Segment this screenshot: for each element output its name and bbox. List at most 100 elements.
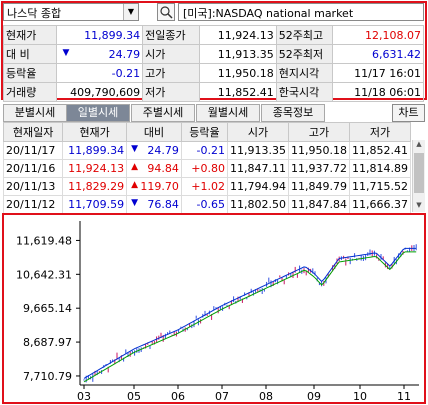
tab-2[interactable]: 주별시세 <box>131 104 195 122</box>
info-row: 현재가 11,899.34 전일종가 11,924.13 52주최고 12,108.07 <box>3 25 424 45</box>
table-cell: 11,913.35 <box>227 141 289 160</box>
x-tick-label: 06 <box>171 390 185 402</box>
search-button[interactable] <box>157 3 175 21</box>
column-header[interactable]: 시가 <box>227 122 289 142</box>
price-chart: 7,710.79 8,687.97 9,665.14 10,642.31 11,619.… <box>2 213 426 404</box>
info-label: 현지시각 <box>275 63 334 83</box>
info-value-text: 11,950.18 <box>217 66 274 80</box>
moving-average-line <box>83 247 417 379</box>
info-value-text: 11,852.41 <box>217 85 274 99</box>
table-cell: 11,847.11 <box>227 159 289 178</box>
table-cell: 11,847.84 <box>288 195 350 214</box>
info-label-text: 등락율 <box>6 67 37 80</box>
info-value-text: 11,913.35 <box>217 47 274 61</box>
info-label: 한국시각 <box>275 82 334 102</box>
info-value-text: 24.79 <box>108 47 141 61</box>
table-cell: 20/11/17 <box>2 141 64 160</box>
info-value: 11,950.18 <box>198 63 277 83</box>
table-scrollbar[interactable]: ▲ ▼ <box>412 140 425 212</box>
down-arrow-icon: ▼ <box>131 198 138 208</box>
up-arrow-icon: ▲ <box>131 180 138 190</box>
tab-0[interactable]: 분별시세 <box>3 104 67 122</box>
column-header[interactable]: 저가 <box>348 122 412 142</box>
info-label: 거래량 <box>3 82 57 102</box>
scroll-thumb[interactable] <box>414 153 424 193</box>
x-tick-label: 09 <box>307 390 321 402</box>
info-label-text: 현재가 <box>6 29 37 42</box>
table-cell: +1.02 <box>180 177 229 196</box>
column-header[interactable]: 고가 <box>288 122 350 142</box>
info-label-text: 전일종가 <box>145 29 186 42</box>
info-label-text: 현지시각 <box>278 67 320 80</box>
table-cell: 11,899.34 <box>62 141 128 160</box>
info-label-text: 한국시각 <box>278 86 320 99</box>
y-tick-label: 7,710.79 <box>23 370 72 383</box>
table-cell: 11,715.52 <box>348 177 412 196</box>
table-row[interactable]: 20/11/12 11,709.59 ▼ 76.84 -0.65 11,802.50 11,… <box>2 195 412 214</box>
info-label: 고가 <box>142 63 200 83</box>
info-value: 11,924.13 <box>198 25 277 45</box>
tab-1[interactable]: 일별시세 <box>66 104 130 122</box>
info-value: ▼ 24.79 <box>55 44 144 64</box>
column-header[interactable]: 등락율 <box>180 122 229 142</box>
tab-3[interactable]: 월별시세 <box>196 104 260 122</box>
table-cell: 11,709.59 <box>62 195 128 214</box>
info-value-text: 11/18 06:01 <box>354 85 421 99</box>
info-label: 52주최저 <box>275 44 334 64</box>
info-value: 409,790,609 <box>55 82 144 102</box>
info-label: 52주최고 <box>275 25 334 45</box>
x-tick-label: 11 <box>397 390 411 402</box>
info-value-text: 11,924.13 <box>217 28 274 42</box>
x-tick-label: 03 <box>77 390 91 402</box>
scroll-down-icon[interactable]: ▼ <box>416 201 422 209</box>
y-tick-label: 10,642.31 <box>16 268 72 281</box>
table-cell: -0.21 <box>180 141 229 160</box>
y-tick-label: 8,687.97 <box>23 336 72 349</box>
column-header[interactable]: 현재일자 <box>2 122 64 142</box>
table-row[interactable]: 20/11/16 11,924.13 ▲ 94.84 +0.80 11,847.11 11,… <box>2 159 412 178</box>
info-value-text: 409,790,609 <box>70 85 141 99</box>
change-value: 119.70 <box>140 180 179 193</box>
change-value: 76.84 <box>147 198 179 211</box>
table-cell: 11,849.79 <box>288 177 350 196</box>
info-label: 전일종가 <box>142 25 200 45</box>
tab-4[interactable]: 종목정보 <box>261 104 325 122</box>
info-value: -0.21 <box>55 63 144 83</box>
info-row: 거래량 409,790,609 저가 11,852.41 한국시각 11/18 06:01 <box>3 82 424 102</box>
table-cell: 11,829.29 <box>62 177 128 196</box>
chevron-down-icon[interactable]: ▼ <box>123 4 138 20</box>
y-tick-label: 11,619.48 <box>16 234 72 247</box>
change-value: 24.79 <box>147 144 179 157</box>
table-cell: ▼ 24.79 <box>126 141 182 160</box>
table-cell: 20/11/12 <box>2 195 64 214</box>
index-select-value: 나스닥 종합 <box>7 7 62 20</box>
table-cell: ▼ 76.84 <box>126 195 182 214</box>
table-cell: 11,950.18 <box>288 141 350 160</box>
index-select[interactable]: 나스닥 종합 ▼ <box>3 3 139 21</box>
info-row: 대 비 ▼ 24.79 시가 11,913.35 52주최저 6,631.42 <box>3 44 424 64</box>
scroll-up-icon[interactable]: ▲ <box>416 140 422 148</box>
info-value-text: 6,631.42 <box>372 47 421 61</box>
table-cell: 11,802.50 <box>227 195 289 214</box>
info-label: 등락율 <box>3 63 57 83</box>
info-value: 11,852.41 <box>198 82 277 102</box>
column-header[interactable]: 현재가 <box>62 122 128 142</box>
down-arrow-icon: ▼ <box>131 144 138 154</box>
column-header[interactable]: 대비 <box>126 122 182 142</box>
y-tick-label: 9,665.14 <box>23 302 72 315</box>
info-value: 11/18 06:01 <box>332 82 424 102</box>
info-value-text: 11,899.34 <box>84 28 141 42</box>
info-value: 11/17 16:01 <box>332 63 424 83</box>
info-label: 대 비 <box>3 44 57 64</box>
info-label-text: 52주최고 <box>278 29 324 42</box>
table-row[interactable]: 20/11/13 11,829.29 ▲ 119.70 +1.02 11,794.94 11… <box>2 177 412 196</box>
change-value: 94.84 <box>147 162 179 175</box>
info-label-text: 거래량 <box>6 86 37 99</box>
chart-button[interactable]: 차트 <box>392 104 425 122</box>
daily-price-table: 현재일자 현재가 대비 등락율 시가 고가 저가 20/11/17 11,899.34 ▼ 24.… <box>2 122 412 214</box>
table-row[interactable]: 20/11/17 11,899.34 ▼ 24.79 -0.21 11,913.35 11,… <box>2 141 412 160</box>
info-label-text: 52주최저 <box>278 48 324 61</box>
info-label-text: 저가 <box>145 86 166 99</box>
table-cell: 11,924.13 <box>62 159 128 178</box>
x-tick-label: 08 <box>259 390 273 402</box>
